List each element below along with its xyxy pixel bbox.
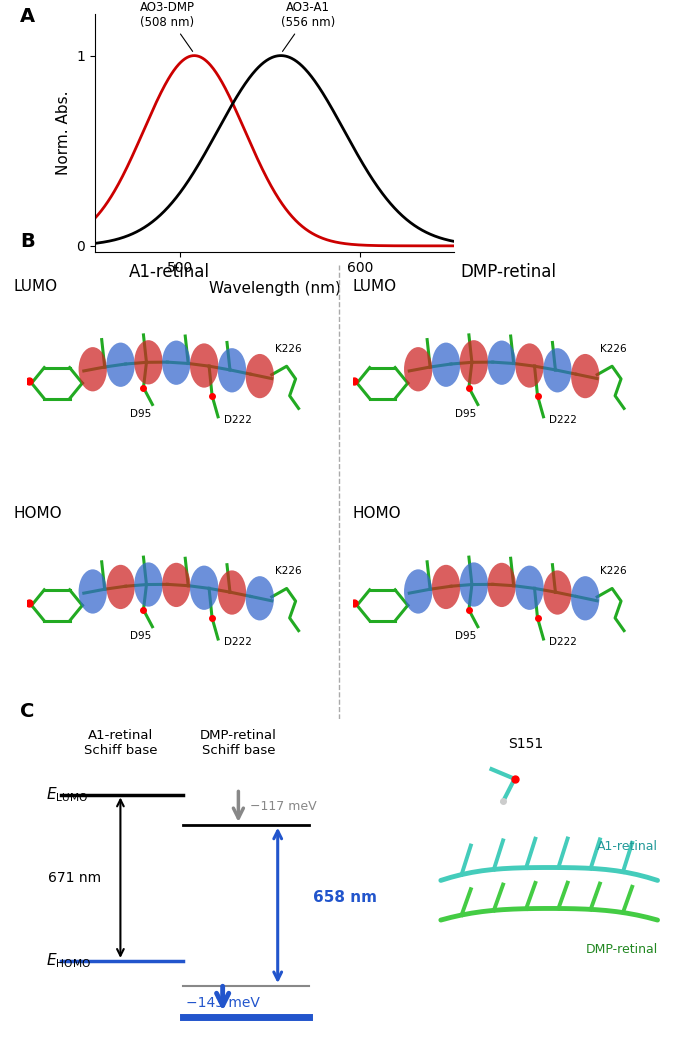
Text: K226: K226 [275, 565, 302, 576]
Ellipse shape [460, 340, 488, 385]
Ellipse shape [571, 576, 599, 620]
Y-axis label: Norm. Abs.: Norm. Abs. [56, 91, 71, 174]
Text: LUMO: LUMO [353, 279, 397, 294]
Ellipse shape [487, 562, 516, 607]
Text: HOMO: HOMO [14, 506, 62, 521]
Ellipse shape [404, 347, 433, 391]
Text: $E_{\mathrm{HOMO}}$: $E_{\mathrm{HOMO}}$ [45, 951, 91, 970]
Ellipse shape [162, 340, 191, 385]
Ellipse shape [432, 342, 460, 387]
Text: D95: D95 [130, 631, 151, 641]
X-axis label: Wavelength (nm): Wavelength (nm) [209, 281, 340, 296]
Text: LUMO: LUMO [14, 279, 58, 294]
Text: DMP-retinal
Schiff base: DMP-retinal Schiff base [200, 729, 277, 757]
Ellipse shape [245, 354, 274, 398]
Text: S151: S151 [508, 737, 544, 750]
Ellipse shape [79, 347, 107, 391]
Text: D95: D95 [456, 409, 477, 419]
Ellipse shape [543, 348, 572, 392]
Ellipse shape [404, 570, 433, 614]
Text: 658 nm: 658 nm [313, 890, 377, 906]
Text: D222: D222 [224, 414, 252, 425]
Text: AO3-A1
(556 nm): AO3-A1 (556 nm) [281, 1, 335, 52]
Ellipse shape [190, 565, 218, 610]
Ellipse shape [543, 571, 572, 615]
Ellipse shape [460, 562, 488, 607]
Text: HOMO: HOMO [353, 506, 401, 521]
Ellipse shape [515, 565, 544, 610]
Text: D222: D222 [549, 414, 578, 425]
Text: D95: D95 [130, 409, 151, 419]
Text: A1-retinal
Schiff base: A1-retinal Schiff base [83, 729, 157, 757]
Text: AO3-DMP
(508 nm): AO3-DMP (508 nm) [140, 1, 195, 52]
Text: A1-retinal: A1-retinal [597, 840, 658, 853]
Ellipse shape [190, 344, 218, 388]
Ellipse shape [218, 571, 246, 615]
Ellipse shape [134, 340, 163, 385]
Text: $E_{\mathrm{LUMO}}$: $E_{\mathrm{LUMO}}$ [45, 785, 88, 804]
Text: D222: D222 [549, 637, 578, 647]
Ellipse shape [106, 342, 135, 387]
Ellipse shape [106, 564, 135, 609]
Text: B: B [20, 231, 35, 251]
Ellipse shape [487, 340, 516, 385]
Ellipse shape [134, 562, 163, 607]
Text: K226: K226 [601, 344, 627, 354]
Ellipse shape [79, 570, 107, 614]
Ellipse shape [515, 344, 544, 388]
Text: K226: K226 [275, 344, 302, 354]
Text: C: C [20, 702, 35, 721]
Text: A: A [20, 7, 35, 26]
Ellipse shape [571, 354, 599, 398]
Text: K226: K226 [601, 565, 627, 576]
Text: A1-retinal: A1-retinal [129, 263, 210, 281]
Ellipse shape [245, 576, 274, 620]
Text: −143 meV: −143 meV [186, 996, 260, 1010]
Text: DMP-retinal: DMP-retinal [585, 943, 658, 957]
Text: D95: D95 [456, 631, 477, 641]
Text: DMP-retinal: DMP-retinal [460, 263, 557, 281]
Text: 671 nm: 671 nm [47, 871, 101, 885]
Ellipse shape [218, 348, 246, 392]
Text: D222: D222 [224, 637, 252, 647]
Ellipse shape [162, 562, 191, 607]
Text: −117 meV: −117 meV [250, 800, 317, 813]
Ellipse shape [432, 564, 460, 609]
